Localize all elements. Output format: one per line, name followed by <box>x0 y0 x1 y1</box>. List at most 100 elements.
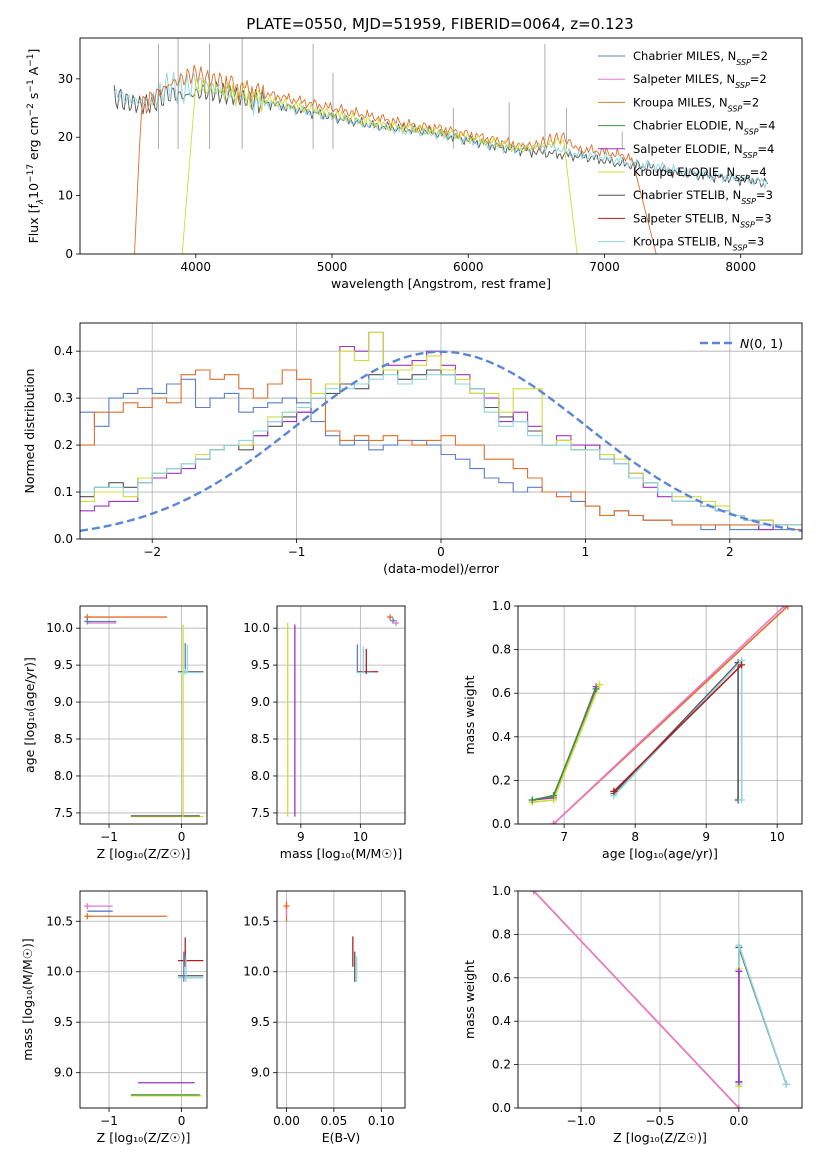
legend-sub: SSP <box>728 104 743 113</box>
legend-text: Salpeter ELODIE, N <box>633 142 743 156</box>
legend-sub: SSP <box>733 243 748 252</box>
axes-frame <box>517 605 803 825</box>
y-tick-label: 20 <box>58 130 73 144</box>
x-axis-label: Z [log₁₀(Z/Z☉)] <box>97 1130 191 1145</box>
legend-text: Kroupa MILES, N <box>633 95 728 109</box>
legend-text: Chabrier STELIB, N <box>633 188 741 202</box>
weight-series <box>613 664 743 792</box>
x-axis-label: (data-model)/error <box>383 561 500 576</box>
legend-text: (0, 1) <box>749 336 783 351</box>
x-tick-label: 7 <box>560 830 568 844</box>
weight-point <box>738 796 746 804</box>
legend-n: =4 <box>750 165 767 179</box>
weight-point <box>738 661 746 669</box>
figure-title: PLATE=0550, MJD=51959, FIBERID=0064, z=0… <box>246 15 633 33</box>
y-axis-label: Flux [fλ10−17 erg cm−2 s−1 A−1] <box>26 49 46 244</box>
histogram-series <box>80 374 802 526</box>
age_vs_mass-marks <box>287 614 400 817</box>
x-tick-label: −1 <box>100 1114 118 1128</box>
data-point <box>387 614 394 621</box>
y-axis-label-part: Flux [f <box>26 204 41 244</box>
legend-n: =2 <box>742 95 759 109</box>
y-axis-label-part: λ <box>36 199 46 205</box>
y-tick-label: 0.2 <box>492 773 511 787</box>
weight-point <box>735 967 743 975</box>
legend-n: =4 <box>759 119 776 133</box>
y-tick-label: 0.4 <box>54 344 73 358</box>
legend-sub: SSP <box>740 220 755 229</box>
weight-point <box>596 680 604 688</box>
x-tick-label: 0.00 <box>273 1114 300 1128</box>
x-tick-label: 0 <box>178 1114 186 1128</box>
legend-n: =3 <box>756 188 773 202</box>
y-tick-label: 10.0 <box>46 965 73 979</box>
y-axis-label-part: −1 <box>26 79 36 92</box>
weight-point <box>592 685 600 693</box>
x-tick-label: 7000 <box>589 260 620 274</box>
x-tick-label: −0.5 <box>645 1114 674 1128</box>
legend-label: Salpeter ELODIE, NSSP=4 <box>633 142 774 160</box>
y-tick-label: 7.5 <box>54 806 73 820</box>
y-axis-label-part: A <box>26 66 41 79</box>
legend-text: Salpeter MILES, N <box>633 72 735 86</box>
y-tick-label: 0.2 <box>492 1058 511 1072</box>
legend-label: N(0, 1) <box>740 336 783 351</box>
axes-frame <box>79 890 208 1109</box>
axes-mass_vs_Z: −1 0 9.0 9.5 10.0 10.5 <box>46 891 207 1128</box>
weight-series <box>552 606 785 824</box>
y-tick-label: 10.5 <box>46 914 73 928</box>
weight-point <box>610 787 618 795</box>
axes-frame <box>517 890 803 1109</box>
weight_vs_age-lines <box>528 606 792 824</box>
y-tick-label: 9.0 <box>54 1066 73 1080</box>
x-tick-label: −1 <box>288 545 306 559</box>
y-axis-label: Normed distribution <box>22 369 37 494</box>
weight-point <box>780 606 788 610</box>
axes-age_vs_mass: 9 10 7.5 8.0 8.5 9.0 9.5 10.0 <box>243 606 405 844</box>
age_vs_Z-marks <box>84 614 204 818</box>
weight_vs_Z-lines <box>530 891 790 1108</box>
y-axis-label: mass [log₁₀(M/M☉)] <box>20 938 35 1060</box>
legend-text: N <box>740 336 750 351</box>
x-tick-label: −1.0 <box>567 1114 596 1128</box>
x-tick-label: 10 <box>770 830 785 844</box>
spectrum-lines <box>113 38 769 254</box>
x-tick-label: 4000 <box>181 260 212 274</box>
y-tick-label: 9.5 <box>251 658 270 672</box>
data-point <box>84 913 91 920</box>
y-tick-label: 8.5 <box>54 732 73 746</box>
y-tick-label: 10 <box>58 189 73 203</box>
y-tick-label: 0.0 <box>492 817 511 831</box>
spectrum-series <box>134 64 657 254</box>
legend-n: =3 <box>755 211 772 225</box>
mass_vs_Z-marks <box>84 903 204 1097</box>
x-axis-label: wavelength [Angstrom, rest frame] <box>331 276 551 291</box>
y-tick-label: 8.0 <box>54 769 73 783</box>
legend-label: Salpeter STELIB, NSSP=3 <box>633 211 772 229</box>
y-tick-label: 9.0 <box>251 695 270 709</box>
legend-label: Kroupa STELIB, NSSP=3 <box>633 235 764 253</box>
x-tick-label: −2 <box>143 545 161 559</box>
y-tick-label: 9.0 <box>251 1066 270 1080</box>
axes-spectrum: 4000 5000 6000 7000 8000 0 10 20 30 <box>58 72 756 274</box>
legend-label: Chabrier STELIB, NSSP=3 <box>633 188 773 206</box>
mass_vs_EBV-marks <box>283 901 358 982</box>
weight-point <box>735 1078 743 1086</box>
y-tick-label: 0.2 <box>54 438 73 452</box>
x-tick-label: 9 <box>297 830 305 844</box>
legend-sub: SSP <box>743 150 758 159</box>
legend-n: =3 <box>747 235 764 249</box>
gaussian-curve <box>80 350 802 532</box>
y-axis-label: age [log₁₀(age/yr)] <box>22 657 37 773</box>
legend-text: Kroupa ELODIE, N <box>633 165 735 179</box>
weight-point <box>550 792 557 800</box>
x-tick-label: 0 <box>437 545 445 559</box>
data-point <box>393 619 400 626</box>
weight-point <box>550 820 557 824</box>
y-axis-label-part: ] <box>26 49 41 54</box>
x-tick-label: 2 <box>726 545 734 559</box>
data-point <box>84 618 91 625</box>
x-axis-label: Z [log₁₀(Z/Z☉)] <box>97 846 191 861</box>
data-point <box>182 668 189 675</box>
y-tick-label: 9.5 <box>54 658 73 672</box>
